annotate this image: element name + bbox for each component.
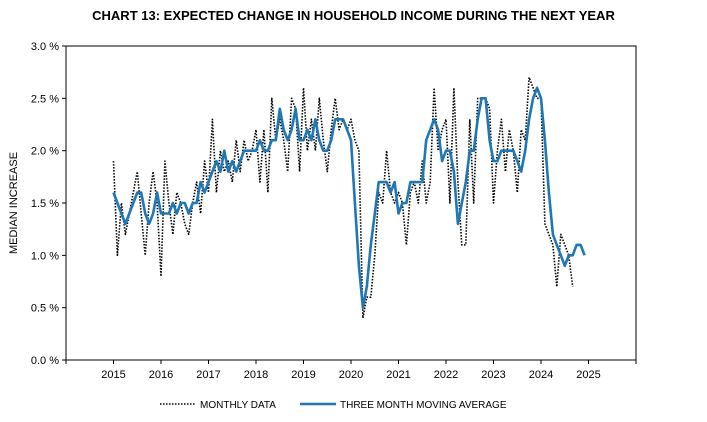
x-axis: 2015 2016 2017 2018 2019 2020 2021 2022 2023 2024… [65, 360, 637, 381]
x-tick-label: 2020 [339, 369, 363, 381]
y-tick-label: 0.5 % [31, 303, 59, 315]
y-tick-label: 2.0 % [31, 146, 59, 158]
x-tick-label: 2019 [291, 369, 315, 381]
y-tick-label: 1.0 % [31, 250, 59, 262]
chart-title: CHART 13: EXPECTED CHANGE IN HOUSEHOLD I… [92, 8, 615, 23]
y-axis: 0.0 % 0.5 % 1.0 % 1.5 % 2.0 % 2.5 % 3.0 % [31, 41, 66, 367]
x-tick-label: 2022 [434, 369, 458, 381]
y-tick-label: 2.5 % [31, 93, 59, 105]
x-tick-label: 2017 [196, 369, 220, 381]
x-tick-label: 2025 [576, 369, 600, 381]
monthly-data-line [112, 76, 574, 319]
legend-moving-average-label: THREE MONTH MOVING AVERAGE [340, 400, 507, 411]
x-tick-label: 2015 [101, 369, 125, 381]
y-axis-title: MEDIAN INCREASE [8, 152, 20, 254]
moving-average-line [112, 86, 586, 309]
y-tick-label: 0.0 % [31, 355, 59, 367]
x-tick-label: 2023 [481, 369, 505, 381]
y-tick-label: 3.0 % [31, 41, 59, 53]
y-tick-label: 1.5 % [31, 198, 59, 210]
x-tick-label: 2016 [149, 369, 173, 381]
x-tick-label: 2018 [244, 369, 268, 381]
series-layer [112, 76, 586, 319]
legend-monthly-label: MONTHLY DATA [200, 400, 276, 411]
legend: MONTHLY DATA THREE MONTH MOVING AVERAGE [160, 400, 507, 411]
x-tick-label: 2024 [529, 369, 553, 381]
x-tick-label: 2021 [386, 369, 410, 381]
